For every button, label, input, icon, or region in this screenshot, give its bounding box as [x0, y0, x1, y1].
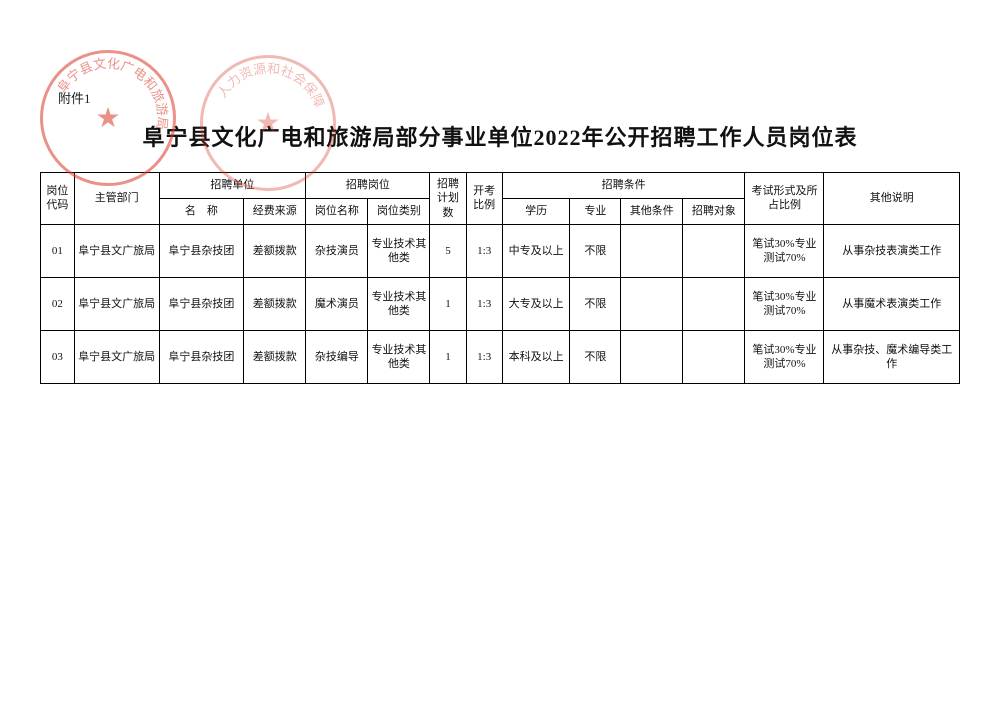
- th-unit-group: 招聘单位: [159, 173, 306, 199]
- page-title: 阜宁县文化广电和旅游局部分事业单位2022年公开招聘工作人员岗位表: [40, 120, 960, 152]
- cell-unit_fund: 差额拨款: [244, 224, 306, 277]
- cell-plan: 1: [430, 277, 466, 330]
- cell-major: 不限: [570, 277, 621, 330]
- th-plan: 招聘计划数: [430, 173, 466, 225]
- cell-dept: 阜宁县文广旅局: [74, 330, 159, 383]
- cell-ratio: 1:3: [466, 330, 502, 383]
- svg-text:人力资源和社会保障: 人力资源和社会保障: [214, 61, 327, 110]
- cell-code: 03: [41, 330, 75, 383]
- cell-target: [683, 277, 745, 330]
- cell-major: 不限: [570, 330, 621, 383]
- cell-code: 01: [41, 224, 75, 277]
- th-major: 专业: [570, 198, 621, 224]
- official-seal-1: 阜宁县文化广电和旅游局 ★: [40, 50, 176, 186]
- table-row: 01阜宁县文广旅局阜宁县杂技团差额拨款杂技演员专业技术其他类51:3中专及以上不…: [41, 224, 960, 277]
- table-row: 03阜宁县文广旅局阜宁县杂技团差额拨款杂技编导专业技术其他类11:3本科及以上不…: [41, 330, 960, 383]
- cell-other_cond: [621, 330, 683, 383]
- cell-other_cond: [621, 277, 683, 330]
- cell-unit_name: 阜宁县杂技团: [159, 277, 244, 330]
- cell-exam: 笔试30%专业测试70%: [745, 330, 824, 383]
- table-row: 02阜宁县文广旅局阜宁县杂技团差额拨款魔术演员专业技术其他类11:3大专及以上不…: [41, 277, 960, 330]
- cell-code: 02: [41, 277, 75, 330]
- th-other-cond: 其他条件: [621, 198, 683, 224]
- recruitment-table: 岗位代码 主管部门 招聘单位 招聘岗位 招聘计划数 开考比例 招聘条件 考试形式…: [40, 172, 960, 384]
- table-body: 01阜宁县文广旅局阜宁县杂技团差额拨款杂技演员专业技术其他类51:3中专及以上不…: [41, 224, 960, 383]
- cell-position_type: 专业技术其他类: [368, 224, 430, 277]
- th-position-type: 岗位类别: [368, 198, 430, 224]
- th-exam: 考试形式及所占比例: [745, 173, 824, 225]
- cell-plan: 5: [430, 224, 466, 277]
- th-unit-name: 名 称: [159, 198, 244, 224]
- cell-dept: 阜宁县文广旅局: [74, 224, 159, 277]
- cell-position_type: 专业技术其他类: [368, 330, 430, 383]
- th-edu: 学历: [502, 198, 570, 224]
- table-header: 岗位代码 主管部门 招聘单位 招聘岗位 招聘计划数 开考比例 招聘条件 考试形式…: [41, 173, 960, 225]
- cell-edu: 本科及以上: [502, 330, 570, 383]
- cell-unit_name: 阜宁县杂技团: [159, 330, 244, 383]
- th-unit-fund: 经费来源: [244, 198, 306, 224]
- cell-note: 从事杂技、魔术编导类工作: [824, 330, 960, 383]
- cell-plan: 1: [430, 330, 466, 383]
- cell-position_name: 魔术演员: [306, 277, 368, 330]
- th-ratio: 开考比例: [466, 173, 502, 225]
- th-target: 招聘对象: [683, 198, 745, 224]
- cell-unit_fund: 差额拨款: [244, 330, 306, 383]
- cell-exam: 笔试30%专业测试70%: [745, 224, 824, 277]
- cell-position_name: 杂技演员: [306, 224, 368, 277]
- th-position-group: 招聘岗位: [306, 173, 430, 199]
- cell-unit_name: 阜宁县杂技团: [159, 224, 244, 277]
- cell-target: [683, 224, 745, 277]
- document-page: 阜宁县文化广电和旅游局 ★ 人力资源和社会保障 ★ 附件1 阜宁县文化广电和旅游…: [0, 0, 1000, 704]
- cell-exam: 笔试30%专业测试70%: [745, 277, 824, 330]
- th-cond-group: 招聘条件: [502, 173, 745, 199]
- cell-target: [683, 330, 745, 383]
- cell-major: 不限: [570, 224, 621, 277]
- cell-dept: 阜宁县文广旅局: [74, 277, 159, 330]
- cell-ratio: 1:3: [466, 277, 502, 330]
- th-code: 岗位代码: [41, 173, 75, 225]
- cell-position_type: 专业技术其他类: [368, 277, 430, 330]
- cell-note: 从事杂技表演类工作: [824, 224, 960, 277]
- cell-note: 从事魔术表演类工作: [824, 277, 960, 330]
- cell-edu: 大专及以上: [502, 277, 570, 330]
- attachment-label: 附件1: [58, 88, 91, 107]
- cell-ratio: 1:3: [466, 224, 502, 277]
- th-note: 其他说明: [824, 173, 960, 225]
- seal-2-text: 人力资源和社会保障: [214, 61, 327, 110]
- cell-edu: 中专及以上: [502, 224, 570, 277]
- cell-unit_fund: 差额拨款: [244, 277, 306, 330]
- th-position-name: 岗位名称: [306, 198, 368, 224]
- th-dept: 主管部门: [74, 173, 159, 225]
- cell-other_cond: [621, 224, 683, 277]
- cell-position_name: 杂技编导: [306, 330, 368, 383]
